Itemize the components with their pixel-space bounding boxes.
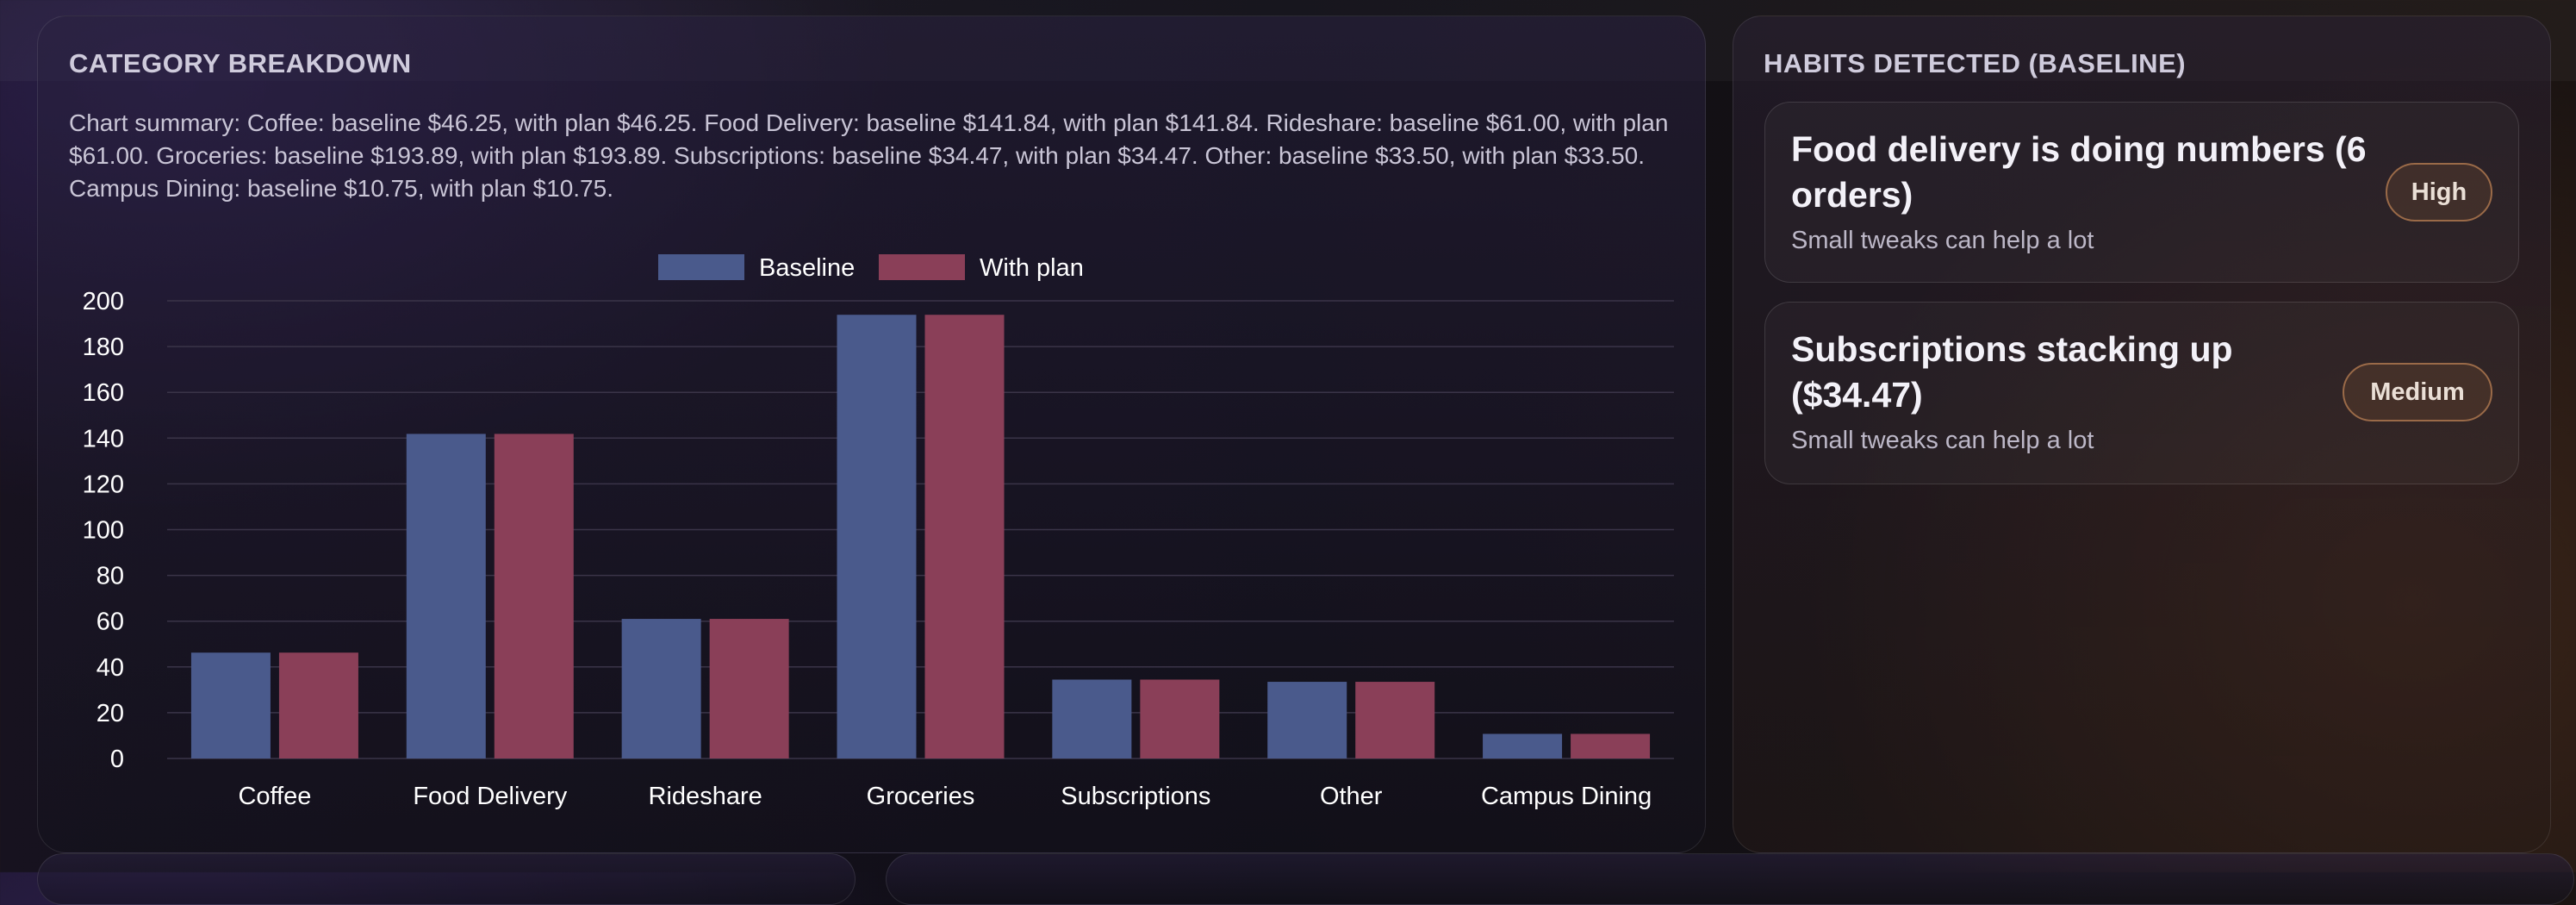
x-category-label: Campus Dining <box>1481 783 1652 810</box>
y-tick-label: 200 <box>83 288 124 315</box>
bar-baseline <box>621 619 701 758</box>
y-tick-label: 160 <box>83 379 124 407</box>
habit-subtitle: Small tweaks can help a lot <box>1791 427 2094 454</box>
x-category-label: Rideshare <box>649 783 762 810</box>
habit-subtitle: Small tweaks can help a lot <box>1791 227 2094 254</box>
bar-baseline <box>837 315 917 758</box>
x-category-label: Groceries <box>867 783 975 810</box>
bar-with-plan <box>1355 682 1435 758</box>
x-category-label: Other <box>1320 783 1383 810</box>
y-tick-label: 180 <box>83 334 124 361</box>
y-tick-label: 60 <box>96 609 124 636</box>
severity-badge: High <box>2386 163 2492 222</box>
lower-panel-right <box>886 853 2574 905</box>
lower-panel-left <box>37 853 856 905</box>
chart-summary: Chart summary: Coffee: baseline $46.25, … <box>69 109 1669 202</box>
bar-baseline <box>406 434 486 758</box>
bar-with-plan <box>1140 679 1220 758</box>
y-tick-label: 100 <box>83 517 124 545</box>
habit-title: Subscriptions stacking up ($34.47) <box>1791 329 2233 415</box>
y-tick-label: 80 <box>96 563 124 590</box>
y-tick-label: 120 <box>83 471 124 498</box>
legend-label: Baseline <box>759 254 855 282</box>
y-tick-label: 40 <box>96 654 124 682</box>
severity-badge: Medium <box>2343 363 2492 421</box>
legend-swatch <box>658 254 744 280</box>
bar-baseline <box>1483 733 1563 758</box>
category-bar-chart: 0 20 40 60 80 100 120 140 160 180 200 Coffee Food De… <box>83 254 1674 810</box>
bar-with-plan <box>1571 733 1651 758</box>
bar-with-plan <box>278 652 358 758</box>
x-category-label: Subscriptions <box>1061 783 1210 810</box>
bar-with-plan <box>494 434 574 758</box>
y-tick-label: 20 <box>96 700 124 727</box>
bar-baseline <box>1052 679 1132 758</box>
habits-title: HABITS DETECTED (BASELINE) <box>1764 48 2187 78</box>
y-tick-label: 140 <box>83 425 124 452</box>
bar-with-plan <box>924 315 1005 758</box>
legend-label: With plan <box>980 254 1084 282</box>
legend-swatch <box>879 254 965 280</box>
habits-panel <box>1733 16 2551 853</box>
habit-card-food-delivery[interactable]: Food delivery is doing numbers (6 orders… <box>1764 102 2519 283</box>
x-category-label: Coffee <box>238 783 311 810</box>
y-tick-label: 0 <box>110 746 124 773</box>
habit-title: Food delivery is doing numbers (6 orders… <box>1791 129 2367 215</box>
habit-card-subscriptions[interactable]: Subscriptions stacking up ($34.47) Small… <box>1764 302 2519 484</box>
bar-with-plan <box>709 619 789 758</box>
category-breakdown-title: CATEGORY BREAKDOWN <box>69 48 412 78</box>
x-category-label: Food Delivery <box>413 783 567 810</box>
bar-baseline <box>190 652 271 758</box>
bar-baseline <box>1267 682 1347 758</box>
